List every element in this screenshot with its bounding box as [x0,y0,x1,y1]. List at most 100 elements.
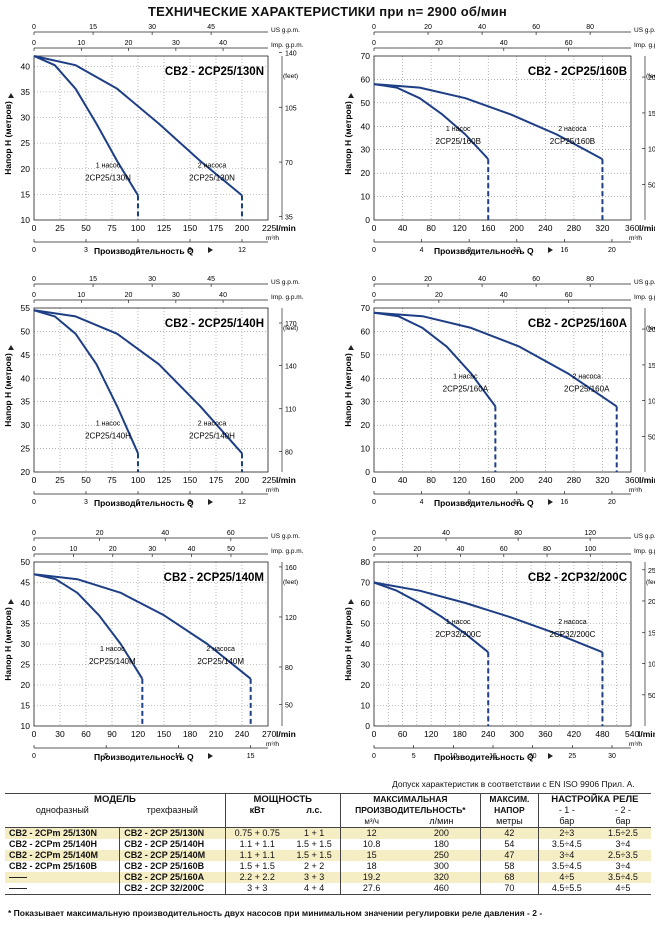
m3h-tick-label: 0 [372,247,376,254]
imp-gpm-tick-label: 0 [372,546,376,553]
cell-hp: 4 + 4 [303,883,325,893]
x-axis-arrow-icon [548,753,553,759]
feet-label: (feet) [283,579,298,586]
imp-gpm-tick-label: 60 [565,40,573,47]
cell-hp: 2 + 2 [303,861,325,871]
x-tick-label: 270 [262,729,276,739]
curve-label-pumps: 1 насос [453,373,478,380]
x-tick-label: 300 [510,729,524,739]
y-axis-label: Напор Н (метров) [343,101,353,175]
x-tick-label: 25 [55,475,65,485]
m3h-tick-label: 9 [188,499,192,506]
x-tick-label: 225 [262,475,276,485]
imp-gpm-tick-label: 20 [109,546,117,553]
y-axis-label: Напор Н (метров) [3,607,13,681]
y-tick-label: 40 [361,121,371,131]
table-row: CB2 - 2CPm 25/140M CB2 - 2CP 25/140M 1.1 +… [5,850,651,861]
relay-2-label: - 2 - [614,805,631,815]
x-tick-label: 100 [131,223,145,233]
chart-title: CB2 - 2CP25/140H [165,318,264,330]
kw-label: кВт [224,805,289,816]
cell-single: CB2 - 2CPm 25/130N [5,827,120,839]
y-tick-label: 50 [361,350,371,360]
y-axis-arrow-icon [8,345,14,350]
m3h-tick-label: 15 [247,753,255,760]
us-gpm-tick-label: 0 [372,530,376,537]
feet-tick-label: 50 [648,434,655,441]
x-tick-label: 200 [235,475,249,485]
x-tick-label: 0 [32,223,37,233]
imp-gpm-tick-label: 60 [565,292,573,299]
feet-label: (feet) [646,579,655,586]
y-tick-label: 30 [21,420,31,430]
us-gpm-tick-label: 60 [532,24,540,31]
metres-label: метры [480,816,539,828]
y-tick-label: 35 [21,87,31,97]
curve-label-pumps: 2 насоса [206,646,235,653]
y-tick-label: 10 [361,192,371,202]
curve-label-model: 2CP25/160A [443,384,489,393]
y-axis-label: Напор Н (метров) [343,353,353,427]
maxflow-header-1: МАКСИМАЛЬНАЯ [339,793,481,805]
curve-label-model: 2CP25/160B [550,137,595,146]
y-tick-label: 70 [361,51,371,61]
feet-tick-label: 35 [285,214,293,221]
x-tick-label: 125 [157,475,171,485]
x-axis-arrow-icon [208,499,213,505]
curve-label-pumps: 2 насоса [558,126,587,133]
x-tick-label: 175 [209,475,223,485]
y-tick-label: 50 [21,557,31,567]
m3h-tick-label: 6 [136,499,140,506]
x-tick-label: 0 [372,475,377,485]
x-axis-arrow-icon [208,753,213,759]
us-gpm-label: US g.p.m. [271,27,300,34]
x-tick-label: 180 [453,729,467,739]
cell-head: 54 [480,839,539,850]
x-axis-label: Производительность Q [434,752,534,762]
x-tick-label: 175 [209,223,223,233]
y-tick-label: 20 [361,168,371,178]
y-tick-label: 0 [365,721,370,731]
us-gpm-label: US g.p.m. [271,279,300,286]
y-axis-arrow-icon [348,93,354,98]
curve-label-pumps: 1 насос [96,420,121,427]
pump-curve-1 [373,311,497,407]
y-tick-label: 70 [361,578,371,588]
x-tick-label: 150 [157,729,171,739]
x-tick-label: 90 [107,729,117,739]
m3h-tick-label: 6 [136,247,140,254]
x-tick-label: 0 [372,223,377,233]
pump-curve-2 [33,309,243,454]
us-gpm-tick-label: 40 [478,276,486,283]
us-gpm-label: US g.p.m. [634,279,655,286]
imp-gpm-tick-label: 40 [500,292,508,299]
y-tick-label: 30 [361,145,371,155]
imp-gpm-tick-label: 40 [500,40,508,47]
imp-gpm-tick-label: 30 [172,40,180,47]
x-tick-label: 200 [510,475,524,485]
cell-r2: 3.5÷4.5 [594,872,651,883]
y-tick-label: 80 [361,557,371,567]
x-tick-label: 200 [235,223,249,233]
x-tick-label: 125 [157,223,171,233]
cell-single: CB2 - 2CPm 25/160B [9,861,98,871]
us-gpm-tick-label: 40 [161,530,169,537]
cell-lmin: 200 [402,827,481,839]
relay-header: НАСТРОЙКА РЕЛЕ [537,793,651,805]
plot-frame [373,55,632,221]
m3h-unit-label: m³/h [629,741,642,748]
feet-tick-label: 200 [648,75,655,82]
cell-kw: 3 + 3 [224,883,289,895]
lmin-unit-label: l/min [639,223,655,233]
y-tick-label: 70 [361,303,371,313]
curve-label-pumps: 1 насос [96,162,121,169]
x-axis-label: Производительность Q [94,752,194,762]
power-header: МОЩНОСТЬ [224,793,341,805]
us-gpm-label: US g.p.m. [634,27,655,34]
pump-curve-2 [373,581,603,654]
cell-r1: 4.5÷5.5 [537,883,595,895]
x-tick-label: 120 [131,729,145,739]
table-row: CB2 - 2CPm 25/140H CB2 - 2CP 25/140H 1.1 +… [5,839,651,850]
